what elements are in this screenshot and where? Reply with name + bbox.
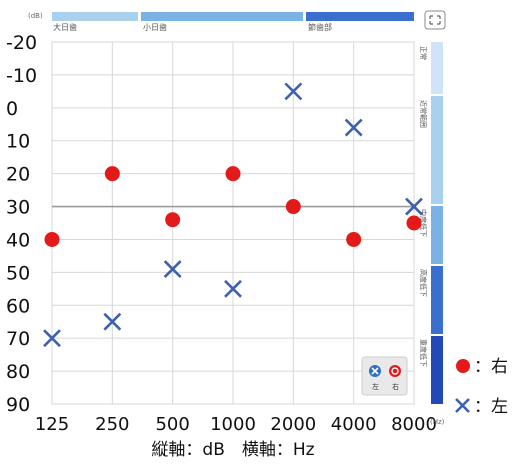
top-band-3: [306, 12, 414, 21]
data-markers: [43, 82, 423, 348]
top-band-bar: (dB) 大日歯 小日歯 節歯部: [28, 12, 414, 32]
left-ear-point: [163, 260, 182, 278]
y-tick-label: 30: [6, 197, 30, 219]
top-band-label-2: 小日歯: [143, 22, 167, 32]
left-ear-point: [103, 312, 122, 331]
left-ear-point: [43, 329, 61, 348]
x-tick-label: 2000: [270, 414, 316, 435]
right-ear-point: [225, 166, 241, 182]
y-tick-label: 20: [6, 164, 30, 186]
side-band-2: [431, 96, 443, 204]
side-band-label-1: 正常: [419, 46, 428, 60]
y-unit-label: (dB): [28, 12, 43, 20]
top-band-2: [141, 12, 303, 21]
grid: [51, 41, 415, 405]
top-band-label-1: 大日歯: [53, 22, 77, 32]
y-tick-label: 50: [6, 262, 30, 284]
expand-icon: [429, 15, 441, 25]
y-tick-label: 40: [6, 229, 30, 251]
y-tick-label: 70: [6, 328, 30, 350]
y-tick-label: 90: [6, 394, 30, 416]
side-band-1: [431, 42, 443, 94]
side-band-3: [431, 206, 443, 264]
x-tick-label: 125: [35, 414, 69, 435]
legend-left-marker: [455, 398, 470, 413]
legend: ：右 ：左: [455, 357, 508, 417]
x-unit-label: (Hz): [430, 418, 445, 426]
side-band-label-2: 近常範囲: [419, 100, 428, 128]
legend-left-label: ：左: [474, 397, 508, 417]
x-tick-label: 250: [95, 414, 129, 435]
right-ear-point: [346, 231, 362, 247]
mini-legend: 左 右: [361, 356, 408, 396]
x-tick-label: 500: [155, 414, 189, 435]
top-band-label-3: 節歯部: [308, 22, 332, 32]
legend-right-marker: [456, 359, 470, 373]
left-ear-point: [344, 118, 363, 137]
y-tick-label: -10: [6, 65, 37, 87]
side-band-4: [431, 266, 443, 334]
right-ear-icon: [389, 365, 401, 377]
x-axis-ticks: 125 250 500 1000 2000 4000 8000: [35, 414, 437, 435]
y-tick-label: 60: [6, 295, 30, 317]
left-ear-point: [284, 82, 303, 101]
side-band-label-4: 高度低下: [419, 269, 428, 297]
side-band-bar: 正常 近常範囲 中度低下 高度低下 重度低下: [419, 42, 443, 404]
x-tick-label: 1000: [210, 414, 256, 435]
legend-right-label: ：右: [474, 357, 508, 377]
right-ear-point: [104, 166, 120, 182]
right-ear-point: [406, 215, 422, 231]
x-tick-label: 8000: [391, 414, 437, 435]
left-ear-point: [224, 279, 242, 298]
y-tick-label: 10: [6, 131, 30, 153]
x-axis-caption: 縦軸：dB 横軸：Hz: [151, 440, 314, 460]
side-band-label-5: 重度低下: [419, 339, 428, 367]
x-tick-label: 4000: [331, 414, 377, 435]
y-tick-label: -20: [6, 32, 37, 54]
left-ear-point: [405, 197, 423, 216]
top-band-1: [52, 12, 138, 21]
side-band-label-3: 中度低下: [419, 209, 428, 237]
side-band-5: [431, 336, 443, 404]
right-ear-point: [44, 231, 60, 247]
y-tick-label: 80: [6, 361, 30, 383]
mini-legend-left: 左: [372, 382, 379, 391]
y-axis-ticks: -20 -10 0 10 20 30 40 50 60 70 80 90: [6, 32, 37, 416]
y-tick-label: 0: [6, 98, 18, 120]
expand-button[interactable]: [424, 10, 446, 30]
right-ear-point: [285, 199, 301, 215]
right-ear-point: [165, 212, 181, 228]
mini-legend-right: 右: [392, 382, 399, 391]
